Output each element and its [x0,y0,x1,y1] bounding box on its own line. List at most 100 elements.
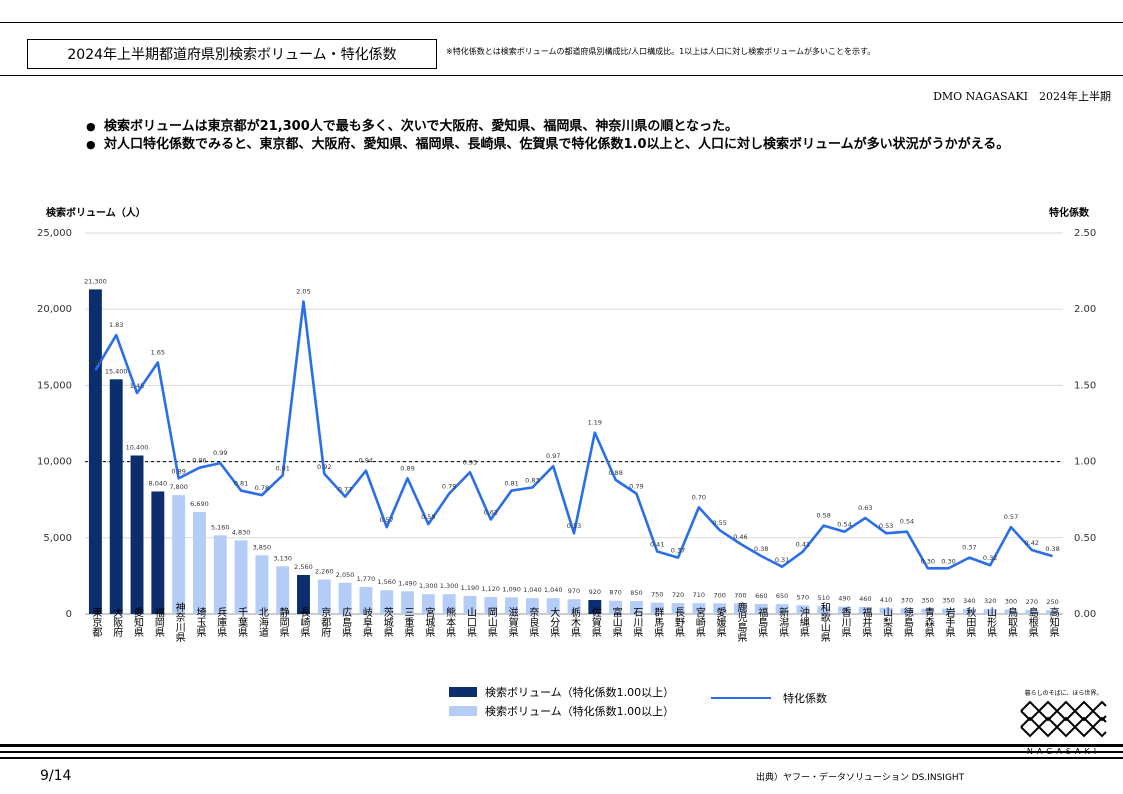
coefficient-label: 0.57 [1004,513,1018,521]
y-tick-left: 10,000 [37,457,72,468]
page-number: 9/14 [40,768,72,784]
bullet-dot-icon: ● [86,120,96,133]
bar-value-label: 4,830 [232,528,251,536]
bar-value-label: 3,130 [273,554,292,562]
bullet-item: ● 対人口特化係数でみると、東京都、大阪府、愛知県、福岡県、長崎県、佐賀県で特化係… [86,136,1026,154]
nagasaki-logo: 暮らしのそばに、ほら世界。 NAGASAKI [1016,688,1111,780]
bar [255,555,269,614]
x-tick-label: 千葉県 [236,607,248,638]
coefficient-line [94,300,1053,570]
bar-value-label: 1,040 [544,586,563,594]
bar [942,608,956,614]
x-tick-label: 熊本県 [444,606,456,638]
coefficient-label: 1.60 [88,359,102,367]
coefficient-label: 0.79 [629,483,643,491]
bar-value-label: 1,490 [398,579,417,587]
bar-value-label: 850 [630,589,642,597]
bar-value-label: 870 [609,589,621,597]
x-tick-label: 東京都 [90,606,102,638]
x-tick-label: 茨城県 [381,606,393,638]
x-tick-label: 大阪府 [111,606,123,638]
coefficient-label: 2.05 [296,288,310,296]
bar [983,609,997,614]
bar [962,608,976,614]
footer-rule [0,744,1123,747]
page-title: 2024年上半期都道府県別検索ボリューム・特化係数 [27,39,437,69]
bullet-text: 対人口特化係数でみると、東京都、大阪府、愛知県、福岡県、長崎県、佐賀県で特化係数… [104,137,1010,152]
bar [359,587,373,614]
coefficient-label: 1.45 [130,382,144,390]
coefficient-label: 0.53 [879,522,893,530]
coefficient-label: 1.65 [151,349,165,357]
coefficient-label: 0.63 [858,504,872,512]
coefficient-label: 0.54 [837,521,851,529]
coefficient-label: 0.81 [234,480,248,488]
bar-value-label: 370 [901,596,913,604]
y-tick-right: 2.50 [1074,228,1096,239]
bar [650,602,664,614]
bar [713,603,727,614]
bar-value-label: 320 [984,597,996,605]
bar [921,608,935,614]
bar [276,566,290,614]
x-tick-label: 香川県 [839,607,851,638]
legend-item-dark: 検索ボリューム（特化係数1.00以上） [449,684,674,700]
bar [463,595,477,614]
coefficient-label: 0.99 [213,449,227,457]
x-tick-label: 鹿児島県 [735,601,747,643]
x-tick-label: 長野県 [673,607,685,638]
header-note: ※特化係数とは検索ボリュームの都道府県別構成比/人口構成比。1以上は人口に対し検… [446,47,876,56]
y-tick-right: 0.50 [1074,533,1096,544]
bar-value-label: 1,040 [523,586,542,594]
y-tick-left: 5,000 [43,533,72,544]
x-tick-label: 富山県 [610,606,622,638]
bar-value-label: 700 [734,591,746,599]
bar-value-label: 1,300 [440,582,459,590]
bar-value-label: 920 [589,588,601,596]
bar [609,600,623,614]
bar-value-label: 1,090 [502,585,521,593]
x-tick-label: 山口県 [464,607,476,638]
x-tick-label: 宮城県 [423,606,435,638]
bar [401,591,414,614]
x-tick-label: 沖縄県 [797,606,809,638]
bar-value-label: 1,770 [357,575,376,583]
logo-mark-icon [1020,700,1107,738]
x-tick-label: 岩手県 [943,606,955,638]
legend-label: 特化係数 [783,692,827,705]
bar [879,607,893,614]
legend-item-line: 特化係数 [711,690,827,706]
bar-value-label: 1,300 [419,582,438,590]
top-rule [0,22,1123,23]
coefficient-label: 0.54 [900,518,914,526]
x-tick-label: 山梨県 [881,607,893,638]
bar-value-label: 6,690 [190,500,209,508]
coefficient-label: 0.94 [359,457,373,465]
x-tick-label: 神奈川県 [173,601,185,643]
x-tick-label: 岐阜県 [360,606,372,638]
coefficient-label: 0.62 [484,509,498,517]
coefficient-label: 0.88 [608,469,622,477]
footer-rule [0,751,1123,753]
coefficient-label: 0.83 [525,477,539,485]
org-label: DMO NAGASAKI 2024年上半期 [933,90,1111,103]
bar [546,598,560,614]
bar-value-label: 270 [1026,598,1038,606]
bar [754,603,768,614]
bar-value-label: 660 [755,592,767,600]
bar [734,603,747,614]
x-tick-label: 長崎県 [298,607,310,638]
bar-value-label: 750 [651,591,663,599]
x-tick-label: 福井県 [860,606,872,638]
coefficient-label: 0.38 [754,545,768,553]
coefficient-label: 0.57 [379,516,393,524]
x-tick-label: 新潟県 [777,606,789,638]
coefficient-label: 0.93 [463,458,477,466]
coefficient-label: 0.42 [1025,539,1039,547]
header-rule [0,75,1123,76]
bar-value-label: 350 [922,597,934,605]
coefficient-label: 0.59 [421,513,435,521]
bar [838,606,851,614]
bar-value-label: 5,160 [211,523,230,531]
bar-value-label: 340 [963,597,975,605]
